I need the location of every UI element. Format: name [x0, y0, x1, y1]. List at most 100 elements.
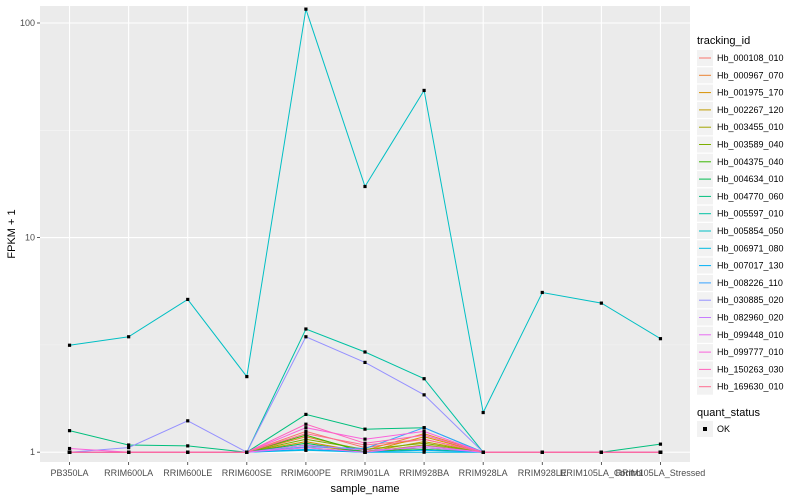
legend-label: Hb_002267_120 — [717, 105, 784, 115]
x-tick-label: RRIM600LA — [104, 468, 153, 478]
data-point — [599, 450, 603, 454]
data-point — [186, 444, 190, 448]
data-point — [363, 446, 367, 451]
data-point — [304, 440, 308, 444]
y-tick-label: 10 — [25, 233, 35, 243]
x-axis: PB350LA RRIM600LA RRIM600LE RRIM600SE RRIM60… — [51, 462, 706, 478]
x-tick-label: RRIM901LA — [340, 468, 389, 478]
data-point — [363, 443, 367, 447]
data-point — [67, 343, 72, 347]
data-point — [481, 410, 485, 415]
legend-label: Hb_003455_010 — [717, 122, 784, 132]
data-point — [304, 327, 308, 331]
data-point — [304, 437, 308, 441]
legend-label: Hb_000967_070 — [717, 70, 784, 80]
data-point — [186, 450, 190, 454]
data-point — [67, 446, 72, 451]
data-point — [363, 350, 367, 354]
data-point — [422, 440, 426, 444]
data-point — [540, 290, 544, 295]
legend-label: Hb_004770_060 — [717, 191, 784, 201]
x-tick-label: RRIM928BA — [399, 468, 449, 478]
data-point — [658, 337, 663, 341]
x-tick-label: PB350LA — [51, 468, 89, 478]
data-point — [67, 429, 72, 433]
shape-legend-title: quant_status — [697, 407, 760, 419]
y-axis-title: FPKM + 1 — [6, 209, 18, 258]
x-tick-label: RRIM600PE — [281, 468, 331, 478]
data-point — [658, 450, 663, 454]
legend-title: tracking_id — [697, 35, 750, 47]
data-point — [363, 441, 367, 445]
data-point — [422, 377, 426, 381]
data-point — [304, 7, 308, 11]
legend-label: Hb_001975_170 — [717, 88, 784, 98]
data-point — [363, 450, 367, 454]
data-point — [127, 443, 131, 447]
data-point — [127, 446, 131, 450]
x-tick-label: RRIM600SE — [222, 468, 272, 478]
data-point — [422, 446, 426, 450]
data-point — [304, 412, 308, 416]
data-point — [599, 301, 603, 305]
x-tick-label: RRIM928LE — [518, 468, 567, 478]
data-point — [304, 422, 308, 426]
data-point — [304, 429, 308, 433]
data-point — [186, 419, 190, 423]
data-point — [481, 450, 485, 454]
data-point — [422, 448, 426, 452]
legend-label: Hb_004634_010 — [717, 174, 784, 184]
legend-label: Hb_000108_010 — [717, 53, 784, 63]
legend-label: Hb_007017_130 — [717, 261, 784, 271]
data-point — [422, 426, 426, 430]
data-point — [304, 426, 308, 430]
data-point — [540, 450, 544, 454]
data-point — [245, 450, 249, 454]
y-axis: 1 10 100 — [20, 18, 40, 457]
legend-label: Hb_030885_020 — [717, 295, 784, 305]
data-point — [363, 448, 367, 452]
data-point — [363, 437, 367, 441]
legend: tracking_id Hb_000108_010 Hb_000967_070 Hb… — [697, 35, 784, 437]
data-point — [422, 437, 426, 441]
data-point — [422, 433, 426, 437]
legend-label: Hb_005854_050 — [717, 226, 784, 236]
data-point — [304, 446, 308, 450]
legend-label: Hb_003589_040 — [717, 140, 784, 150]
y-tick-label: 1 — [30, 447, 35, 457]
shape-legend-point — [703, 427, 707, 431]
legend-label: Hb_082960_020 — [717, 313, 784, 323]
data-points — [67, 7, 663, 454]
data-point — [422, 393, 426, 397]
data-point — [304, 443, 308, 447]
legend-label: Hb_006971_080 — [717, 243, 784, 253]
data-point — [422, 444, 426, 448]
legend-label: Hb_099448_010 — [717, 330, 784, 340]
data-point — [67, 450, 72, 454]
data-point — [363, 360, 367, 365]
data-point — [422, 441, 426, 445]
legend-label: Hb_099777_010 — [717, 347, 784, 357]
data-point — [127, 335, 131, 339]
data-point — [304, 335, 308, 339]
data-point — [245, 375, 249, 379]
y-tick-label: 100 — [20, 18, 35, 28]
data-point — [422, 429, 426, 433]
data-point — [422, 450, 426, 454]
data-point — [363, 427, 367, 431]
x-axis-title: sample_name — [330, 483, 399, 495]
legend-label: Hb_008226_110 — [717, 278, 783, 288]
data-point — [658, 442, 663, 446]
data-point — [127, 450, 131, 454]
legend-label: Hb_004375_040 — [717, 157, 784, 167]
data-point — [363, 184, 367, 189]
data-point — [304, 432, 308, 436]
x-tick-label: RRIM105LA_Stressed — [616, 468, 706, 478]
data-point — [422, 88, 426, 93]
x-tick-label: RRIM105LA_Control — [560, 468, 643, 478]
legend-label: Hb_005597_010 — [717, 209, 784, 219]
data-point — [186, 297, 190, 302]
data-point — [304, 447, 308, 452]
legend-label: Hb_169630_010 — [717, 382, 784, 392]
